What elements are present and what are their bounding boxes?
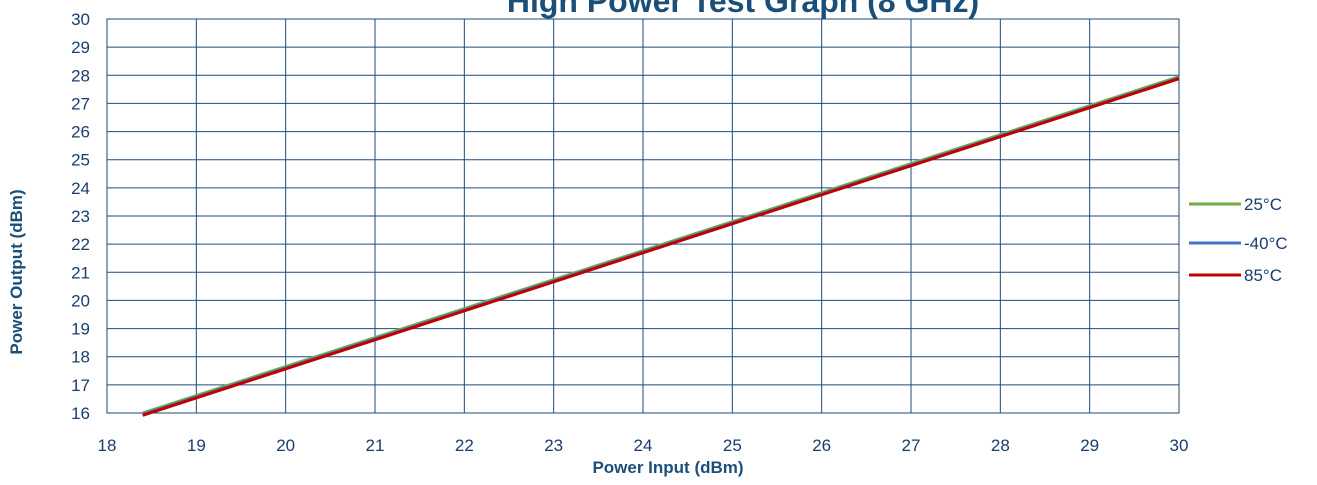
y-tick-label: 23 bbox=[71, 207, 90, 226]
x-tick-label: 24 bbox=[634, 436, 653, 455]
y-tick-label: 30 bbox=[71, 10, 90, 29]
x-tick-labels: 18 19 20 21 22 23 24 25 26 27 28 29 30 bbox=[98, 436, 1189, 455]
y-tick-label: 16 bbox=[71, 404, 90, 423]
x-tick-label: 29 bbox=[1080, 436, 1099, 455]
y-tick-label: 25 bbox=[71, 151, 90, 170]
y-tick-label: 27 bbox=[71, 94, 90, 113]
x-tick-label: 26 bbox=[812, 436, 831, 455]
series-lines bbox=[142, 75, 1180, 417]
legend-label: 85°C bbox=[1244, 266, 1282, 285]
y-tick-label: 18 bbox=[71, 348, 90, 367]
gridlines bbox=[106, 18, 1180, 414]
y-tick-label: 17 bbox=[71, 376, 90, 395]
x-tick-label: 28 bbox=[991, 436, 1010, 455]
x-tick-label: 22 bbox=[455, 436, 474, 455]
x-tick-label: 21 bbox=[366, 436, 385, 455]
chart-title: High Power Test Graph (8 GHz) bbox=[507, 0, 979, 19]
x-tick-label: 19 bbox=[187, 436, 206, 455]
x-axis-label: Power Input (dBm) bbox=[592, 458, 743, 477]
legend: 25°C -40°C 85°C bbox=[1189, 195, 1288, 285]
y-tick-label: 21 bbox=[71, 263, 90, 282]
legend-label: -40°C bbox=[1244, 234, 1288, 253]
y-tick-label: 29 bbox=[71, 38, 90, 57]
x-tick-label: 20 bbox=[276, 436, 295, 455]
legend-label: 25°C bbox=[1244, 195, 1282, 214]
x-tick-label: 25 bbox=[723, 436, 742, 455]
y-tick-label: 22 bbox=[71, 235, 90, 254]
y-axis-label: Power Output (dBm) bbox=[7, 189, 26, 354]
x-tick-label: 27 bbox=[902, 436, 921, 455]
series-line-2 bbox=[142, 77, 1180, 417]
y-tick-label: 28 bbox=[71, 66, 90, 85]
y-tick-label: 24 bbox=[71, 179, 90, 198]
x-tick-label: 23 bbox=[544, 436, 563, 455]
y-tick-labels: 16 17 18 19 20 21 22 23 24 25 26 27 28 29 30 bbox=[71, 10, 90, 423]
y-tick-label: 19 bbox=[71, 320, 90, 339]
x-tick-label: 18 bbox=[98, 436, 117, 455]
y-tick-label: 20 bbox=[71, 291, 90, 310]
y-tick-label: 26 bbox=[71, 123, 90, 142]
x-tick-label: 30 bbox=[1170, 436, 1189, 455]
